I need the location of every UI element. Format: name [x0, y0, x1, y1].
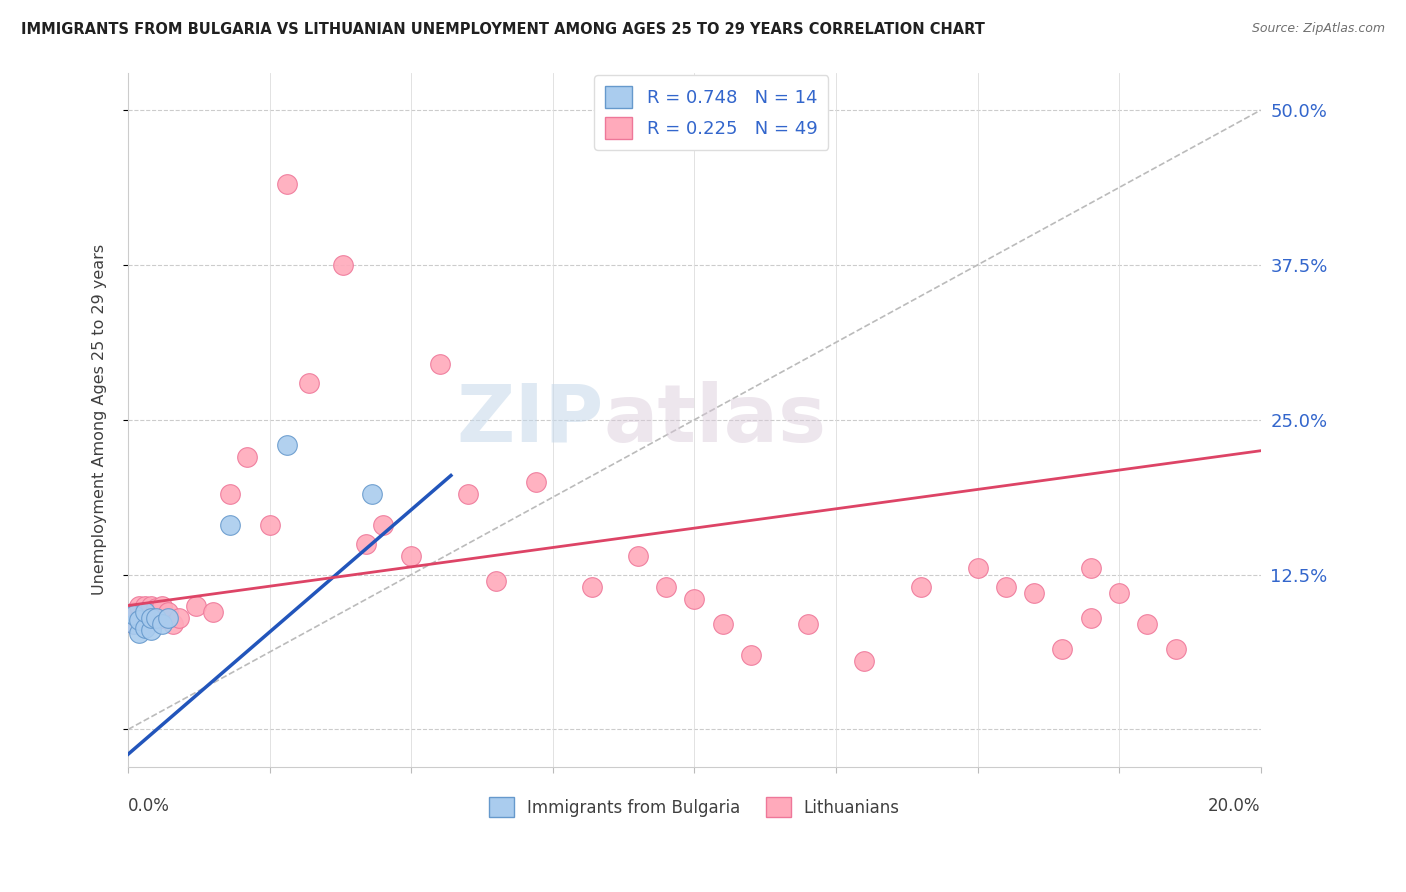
Point [128, 611, 150, 625]
Point [627, 549, 650, 563]
Point [853, 654, 876, 668]
Point [134, 599, 156, 613]
Text: 20.0%: 20.0% [1208, 797, 1261, 815]
Point [167, 611, 190, 625]
Point [128, 599, 150, 613]
Point [219, 518, 242, 533]
Text: Source: ZipAtlas.com: Source: ZipAtlas.com [1251, 22, 1385, 36]
Point [122, 617, 145, 632]
Point [184, 599, 207, 613]
Point [966, 561, 988, 575]
Point [219, 487, 242, 501]
Point [711, 617, 734, 632]
Point [524, 475, 547, 489]
Point [139, 611, 162, 625]
Point [156, 611, 179, 625]
Point [1164, 641, 1187, 656]
Point [134, 605, 156, 619]
Point [354, 536, 377, 550]
Point [134, 621, 156, 635]
Point [1080, 611, 1102, 625]
Point [796, 617, 818, 632]
Point [1052, 641, 1074, 656]
Point [740, 648, 762, 662]
Point [128, 614, 150, 628]
Point [276, 178, 298, 192]
Point [236, 450, 259, 464]
Point [994, 580, 1017, 594]
Point [259, 518, 281, 533]
Point [139, 599, 162, 613]
Point [1108, 586, 1130, 600]
Point [581, 580, 603, 594]
Point [1136, 617, 1159, 632]
Point [457, 487, 479, 501]
Point [150, 611, 173, 625]
Point [298, 376, 321, 390]
Point [139, 611, 162, 625]
Point [145, 614, 167, 628]
Text: IMMIGRANTS FROM BULGARIA VS LITHUANIAN UNEMPLOYMENT AMONG AGES 25 TO 29 YEARS CO: IMMIGRANTS FROM BULGARIA VS LITHUANIAN U… [21, 22, 986, 37]
Legend: Immigrants from Bulgaria, Lithuanians: Immigrants from Bulgaria, Lithuanians [482, 790, 907, 824]
Point [150, 617, 173, 632]
Y-axis label: Unemployment Among Ages 25 to 29 years: Unemployment Among Ages 25 to 29 years [93, 244, 107, 595]
Text: atlas: atlas [603, 381, 827, 458]
Point [122, 608, 145, 623]
Point [910, 580, 932, 594]
Point [1024, 586, 1046, 600]
Point [485, 574, 508, 588]
Point [122, 605, 145, 619]
Point [429, 357, 451, 371]
Point [156, 605, 179, 619]
Point [150, 599, 173, 613]
Text: 0.0%: 0.0% [128, 797, 170, 815]
Point [134, 617, 156, 632]
Point [145, 611, 167, 625]
Text: ZIP: ZIP [457, 381, 603, 458]
Point [401, 549, 423, 563]
Point [276, 437, 298, 451]
Point [1080, 561, 1102, 575]
Point [683, 592, 706, 607]
Point [128, 625, 150, 640]
Point [655, 580, 678, 594]
Point [371, 518, 394, 533]
Point [145, 601, 167, 615]
Point [139, 624, 162, 638]
Point [162, 617, 184, 632]
Point [332, 258, 354, 272]
Point [202, 605, 225, 619]
Point [122, 617, 145, 632]
Point [134, 605, 156, 619]
Point [360, 487, 382, 501]
